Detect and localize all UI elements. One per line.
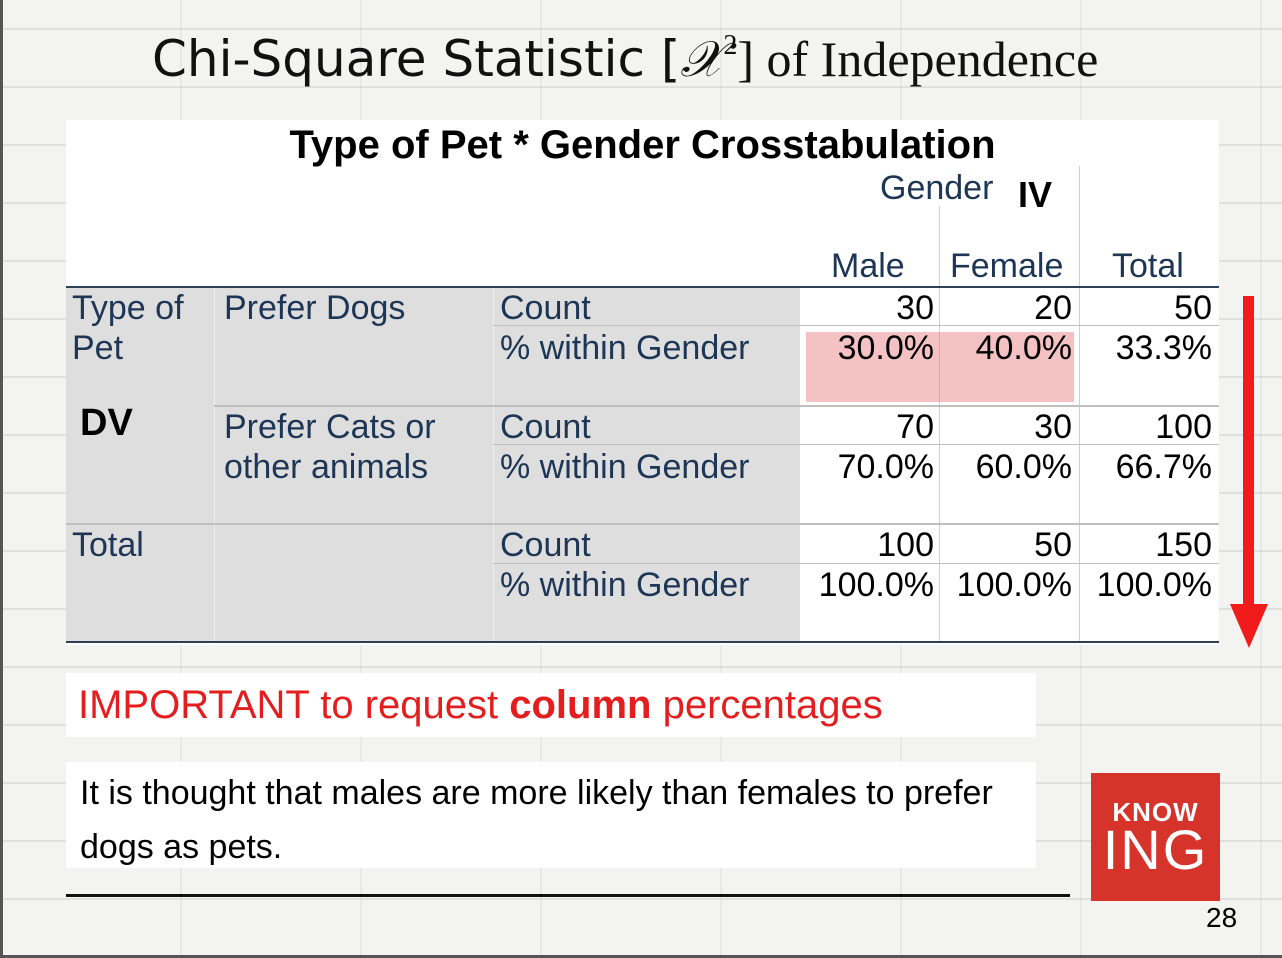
row-rule [493, 325, 1219, 326]
row-label-cats-2: other animals [224, 448, 429, 486]
cats-pct-total: 66.7% [1115, 448, 1212, 486]
slide-bottom-border [0, 955, 1282, 958]
col-divider [939, 206, 940, 642]
crosstab-table: Type of Pet * Gender Crosstabulation Gen… [66, 120, 1219, 645]
total-count-total: 150 [1155, 526, 1212, 564]
total-pct-total: 100.0% [1096, 566, 1212, 604]
row-rule [493, 444, 1219, 445]
row-rule [66, 523, 1219, 525]
chi-symbol: 𝒳 [680, 30, 724, 88]
col-divider [493, 288, 494, 642]
cats-pct-female: 60.0% [975, 448, 1072, 486]
pct-label: % within Gender [500, 566, 750, 604]
row-label-area [66, 288, 800, 642]
row-label-cats: Prefer Cats or [224, 408, 436, 446]
row-group-label: Type of [72, 289, 184, 327]
col-divider [214, 288, 215, 642]
important-suffix: percentages [651, 683, 883, 727]
pct-label: % within Gender [500, 448, 750, 486]
dv-label: DV [80, 402, 133, 444]
row-label-total: Total [72, 526, 144, 564]
knowing-logo: KNOW ING [1091, 773, 1220, 901]
count-label: Count [500, 526, 591, 564]
cats-pct-male: 70.0% [837, 448, 934, 486]
cats-count-female: 30 [1034, 408, 1072, 446]
bottom-rule [66, 894, 1070, 897]
row-rule [493, 563, 1219, 564]
col-header-male: Male [831, 247, 905, 285]
count-label: Count [500, 408, 591, 446]
total-pct-male: 100.0% [818, 566, 934, 604]
row-label-dogs: Prefer Dogs [224, 289, 406, 327]
title-text-part2: ] of Independence [737, 31, 1099, 87]
col-header-total: Total [1112, 247, 1184, 285]
col-divider [1079, 166, 1080, 642]
dogs-count-female: 20 [1034, 289, 1072, 327]
col-header-female: Female [950, 247, 1064, 285]
chi-superscript: 2 [723, 30, 738, 61]
dogs-count-total: 50 [1174, 289, 1212, 327]
header-rule [66, 286, 1219, 288]
title-text-part1: Chi-Square Statistic [ [152, 30, 681, 88]
page-number: 28 [1206, 902, 1238, 933]
logo-line2: ING [1102, 818, 1209, 881]
count-label: Count [500, 289, 591, 327]
row-group-label-2: Pet [72, 329, 124, 367]
dogs-count-male: 30 [896, 289, 934, 327]
row-rule [214, 405, 1219, 407]
dogs-pct-female: 40.0% [975, 329, 1072, 367]
table-bottom-rule [66, 641, 1219, 643]
hypothesis-note: It is thought that males are more likely… [66, 762, 1036, 868]
logo-line1: KNOW [1112, 797, 1199, 827]
slide-title: Chi-Square Statistic [𝒳2] of Independenc… [152, 14, 1252, 91]
gender-header-cell [800, 166, 1080, 206]
important-prefix: IMPORTANT to request [78, 683, 510, 727]
cats-count-male: 70 [896, 408, 934, 446]
important-callout: IMPORTANT to request column percentages [66, 673, 1036, 737]
cats-count-total: 100 [1155, 408, 1212, 446]
table-title: Type of Pet * Gender Crosstabulation [289, 123, 996, 167]
dogs-pct-total: 33.3% [1115, 329, 1212, 367]
total-count-female: 50 [1034, 526, 1072, 564]
down-arrow-icon [1243, 296, 1254, 606]
total-pct-female: 100.0% [956, 566, 1072, 604]
slide-left-border [0, 0, 3, 958]
dogs-pct-male: 30.0% [837, 329, 934, 367]
iv-label: IV [1018, 174, 1053, 215]
pct-label: % within Gender [500, 329, 750, 367]
highlight-dogs-percent [806, 332, 1074, 402]
gender-header: Gender [880, 169, 994, 207]
total-count-male: 100 [877, 526, 934, 564]
important-bold: column [509, 683, 652, 727]
down-arrow-head-icon [1230, 604, 1268, 648]
